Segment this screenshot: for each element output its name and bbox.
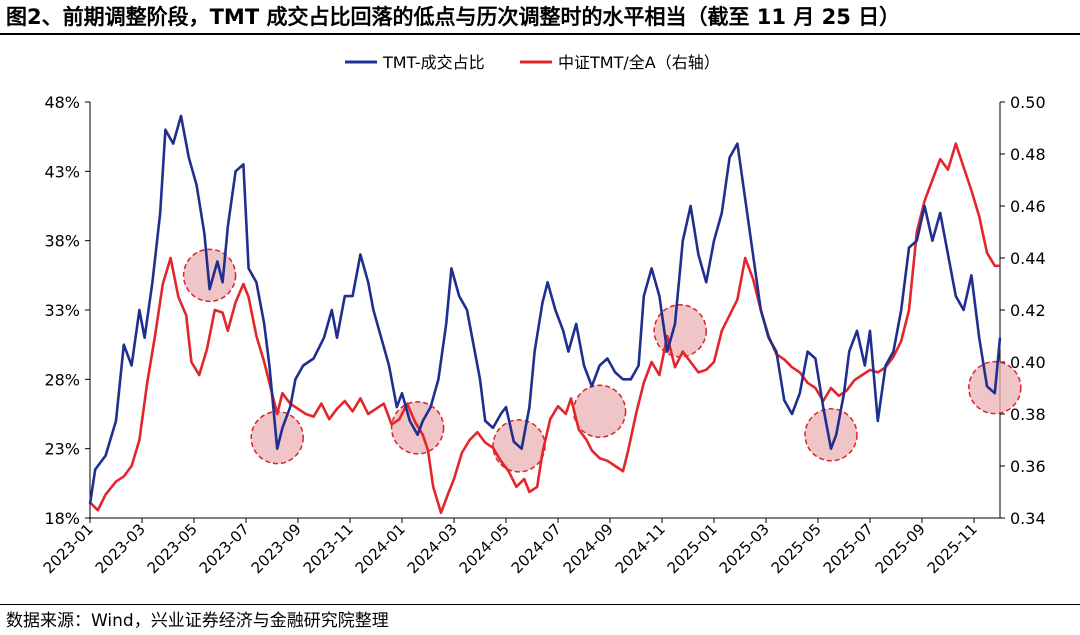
y-right-tick-label: 0.34	[1010, 509, 1046, 528]
series-line-tmt-share	[88, 114, 1002, 505]
y-right-tick-label: 0.42	[1010, 301, 1046, 320]
x-tick-label: 2023-03	[92, 520, 149, 577]
chart: TMT-成交占比 中证TMT/全A（右轴） 48% 43% 38% 33% 28% 23% 1…	[40, 53, 1046, 577]
x-tick-label: 2025-07	[820, 520, 877, 577]
y-right-tick-label: 0.40	[1010, 353, 1046, 372]
legend-label-1: TMT-成交占比	[382, 53, 485, 72]
legend: TMT-成交占比 中证TMT/全A（右轴）	[345, 53, 720, 72]
x-tick-label: 2025-09	[872, 520, 929, 577]
x-tick-label: 2024-09	[560, 520, 617, 577]
x-tick-label: 2023-07	[196, 520, 253, 577]
x-tick-label: 2024-07	[508, 520, 565, 577]
source-note: 数据来源：Wind，兴业证券经济与金融研究院整理	[6, 611, 389, 631]
x-tick-label: 2024-11	[612, 520, 669, 577]
x-tick-label: 2024-03	[404, 520, 461, 577]
y-left-tick-label: 38%	[44, 232, 80, 251]
footer-divider	[0, 604, 1080, 605]
y-right-tick-label: 0.38	[1010, 405, 1046, 424]
x-tick-label: 2024-05	[456, 520, 513, 577]
y-left-tick-label: 33%	[44, 301, 80, 320]
x-tick-label: 2023-09	[248, 520, 305, 577]
x-tick-label: 2025-05	[768, 520, 825, 577]
y-left-tick-label: 48%	[44, 93, 80, 112]
annotation-circle-7	[804, 408, 858, 462]
y-left-tick-label: 23%	[44, 440, 80, 459]
y-left-tick-label: 28%	[44, 370, 80, 389]
page-title: 图2、前期调整阶段，TMT 成交占比回落的低点与历次调整时的水平相当（截至 11…	[6, 5, 901, 29]
title-divider	[0, 33, 1080, 35]
x-tick-label: 2023-11	[300, 520, 357, 577]
x-tick-label: 2025-01	[664, 520, 721, 577]
x-tick-label: 2025-03	[716, 520, 773, 577]
legend-label-2: 中证TMT/全A（右轴）	[558, 53, 720, 72]
x-tick-label: 2023-01	[40, 520, 97, 577]
series-lines	[88, 114, 1002, 515]
y-left-tick-label: 43%	[44, 162, 80, 181]
y-right-tick-label: 0.36	[1010, 457, 1046, 476]
series-line-tmt-index	[89, 142, 1000, 515]
x-tick-label: 2024-01	[352, 520, 409, 577]
x-tick-label: 2025-11	[924, 520, 981, 577]
y-right-tick-label: 0.44	[1010, 249, 1046, 268]
y-right-tick-label: 0.46	[1010, 197, 1046, 216]
y-right-tick-label: 0.50	[1010, 93, 1046, 112]
y-right-tick-label: 0.48	[1010, 145, 1046, 164]
y-left-tick-label: 18%	[44, 509, 80, 528]
x-tick-label: 2023-05	[144, 520, 201, 577]
annotation-circle-5	[572, 384, 627, 438]
